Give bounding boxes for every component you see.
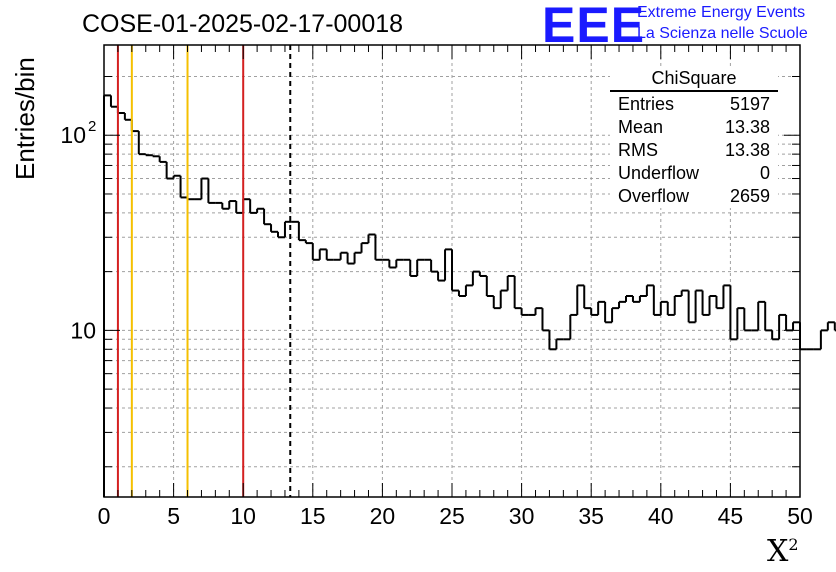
y-axis-label: Entries/bin bbox=[10, 57, 40, 180]
x-axis-label-exp: 2 bbox=[788, 535, 799, 554]
x-tick-label: 0 bbox=[98, 503, 111, 529]
x-axis-label-base: X bbox=[767, 534, 789, 569]
stats-label: Mean bbox=[618, 117, 664, 137]
stats-row-mean: Mean 13.38 bbox=[610, 116, 778, 139]
stats-value: 5197 bbox=[729, 94, 770, 114]
stats-row-entries: Entries 5197 bbox=[610, 93, 778, 116]
x-tick-label: 25 bbox=[439, 503, 465, 529]
stats-box-title: ChiSquare bbox=[610, 68, 778, 92]
x-tick-label: 50 bbox=[787, 503, 813, 529]
y-tick-label: 10 bbox=[70, 317, 96, 343]
x-tick-label: 15 bbox=[300, 503, 326, 529]
x-tick-label: 35 bbox=[578, 503, 604, 529]
stats-label: Underflow bbox=[618, 163, 700, 183]
x-tick-label: 45 bbox=[718, 503, 744, 529]
stats-value: 2659 bbox=[729, 186, 770, 206]
x-axis-label: X2 bbox=[767, 534, 799, 569]
x-tick-label: 20 bbox=[370, 503, 396, 529]
stats-value: 0 bbox=[759, 163, 770, 183]
logo-line-2: La Scienza nelle Scuole bbox=[637, 25, 808, 42]
stats-label: Entries bbox=[618, 94, 675, 114]
y-tick-label: 10 bbox=[60, 122, 86, 148]
histogram-series bbox=[103, 94, 836, 497]
stats-row-rms: RMS 13.38 bbox=[610, 139, 778, 162]
stats-label: RMS bbox=[618, 140, 658, 160]
chart-title: COSE-01-2025-02-17-00018 bbox=[82, 10, 404, 38]
grid-lines bbox=[104, 45, 800, 497]
eee-logo: EEE bbox=[542, 0, 646, 53]
y-tick-exponent: 2 bbox=[88, 118, 96, 135]
logo-line-1: Extreme Energy Events bbox=[637, 4, 806, 21]
x-tick-label: 30 bbox=[509, 503, 535, 529]
stats-value: 13.38 bbox=[724, 117, 770, 137]
stats-label: Overflow bbox=[618, 186, 690, 206]
x-tick-label: 40 bbox=[648, 503, 674, 529]
stats-box: ChiSquare Entries 5197 Mean 13.38 RMS 13… bbox=[610, 68, 778, 208]
vertical-markers bbox=[116, 45, 292, 497]
x-tick-label: 5 bbox=[167, 503, 180, 529]
x-tick-label: 10 bbox=[230, 503, 256, 529]
stats-row-overflow: Overflow 2659 bbox=[610, 185, 778, 208]
stats-value: 13.38 bbox=[724, 140, 770, 160]
axes bbox=[103, 44, 801, 498]
stats-row-underflow: Underflow 0 bbox=[610, 162, 778, 185]
